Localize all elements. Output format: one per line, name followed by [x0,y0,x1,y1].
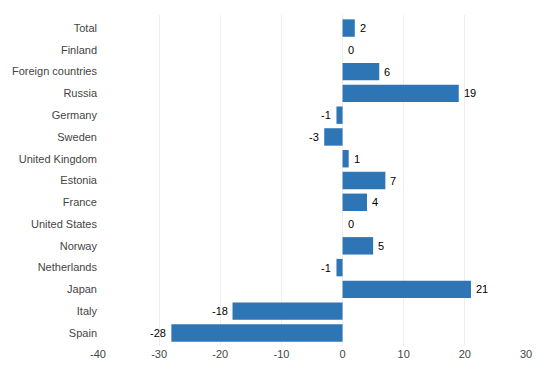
svg-text:10: 10 [398,348,410,360]
svg-text:Japan: Japan [67,283,97,295]
svg-text:Sweden: Sweden [57,131,97,143]
svg-text:1: 1 [354,153,360,165]
svg-text:-18: -18 [212,305,228,317]
svg-text:Norway: Norway [60,240,98,252]
svg-text:Italy: Italy [77,305,98,317]
svg-text:-20: -20 [212,348,228,360]
svg-text:5: 5 [378,240,384,252]
svg-text:19: 19 [464,87,476,99]
svg-text:4: 4 [372,196,378,208]
svg-text:Russia: Russia [63,87,98,99]
svg-text:France: France [63,196,97,208]
svg-text:30: 30 [520,348,532,360]
svg-text:20: 20 [459,348,471,360]
svg-text:0: 0 [340,348,346,360]
svg-text:Finland: Finland [61,44,97,56]
svg-text:Total: Total [74,22,97,34]
svg-text:Netherlands: Netherlands [38,261,98,273]
svg-text:Estonia: Estonia [60,174,98,186]
svg-text:-28: -28 [150,327,166,339]
svg-text:-1: -1 [321,262,331,274]
svg-text:-1: -1 [321,109,331,121]
svg-text:-40: -40 [90,348,106,360]
svg-text:-10: -10 [273,348,289,360]
svg-text:Germany: Germany [52,109,98,121]
svg-text:United Kingdom: United Kingdom [19,153,97,165]
svg-text:2: 2 [360,22,366,34]
svg-text:-3: -3 [309,131,319,143]
svg-text:United States: United States [31,218,98,230]
svg-text:0: 0 [348,218,354,230]
svg-text:0: 0 [348,44,354,56]
svg-text:Spain: Spain [69,327,97,339]
svg-text:21: 21 [476,283,488,295]
svg-text:Foreign countries: Foreign countries [12,65,97,77]
svg-text:6: 6 [384,66,390,78]
svg-text:7: 7 [390,175,396,187]
svg-text:-30: -30 [151,348,167,360]
